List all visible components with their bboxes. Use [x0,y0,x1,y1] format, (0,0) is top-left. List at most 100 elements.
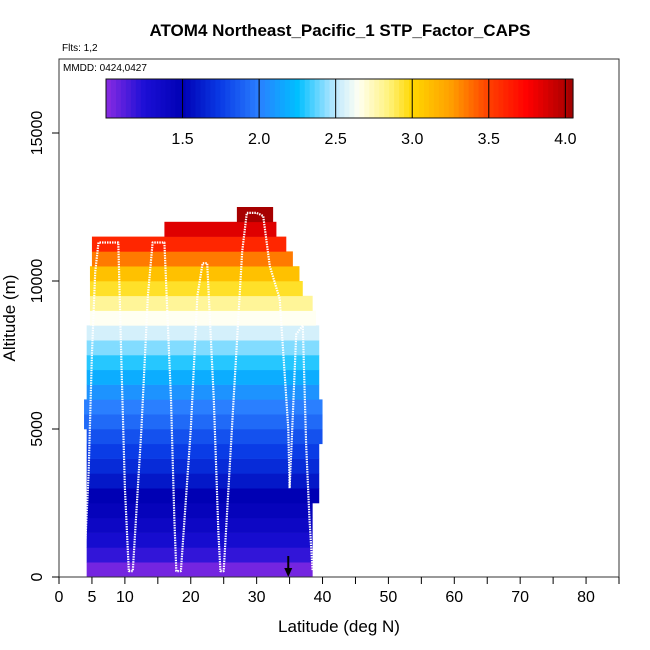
colorbar-segment [205,79,211,118]
data-layer-cell [86,429,323,445]
colorbar-segment [294,79,301,118]
data-layer-cell [86,325,320,341]
plot-frame [58,58,620,578]
data-layer-cell [84,399,323,415]
colorbar-segment [384,79,390,118]
x-tick-label: 80 [577,589,595,606]
colorbar-segment [255,79,261,118]
data-layer-cell [89,281,303,297]
colorbar-segment [250,79,256,118]
colorbar-segment [433,79,440,118]
colorbar-segment [120,79,127,118]
colorbar-segment [399,79,405,118]
colorbar-tick-label: 4.0 [554,131,576,148]
x-tick-label: 0 [55,589,64,606]
colorbar-segment [289,79,296,118]
colorbar-segment [533,79,539,118]
data-layer-cell [86,369,320,385]
y-tick-label: 15000 [29,111,46,156]
colorbar-segment [190,79,197,118]
colorbar-segment [468,79,475,118]
colorbar-segment [264,79,271,118]
colorbar-segment [513,79,519,118]
colorbar-segment [458,79,465,118]
colorbar-segment [548,79,554,118]
colorbar-segment [414,79,420,118]
colorbar-segment [448,79,455,118]
colorbar-segment [130,79,137,118]
colorbar-segment [379,79,385,118]
data-layer-cell [84,414,323,430]
colorbar-segment [443,79,450,118]
x-tick-label: 30 [248,589,266,606]
x-axis-label: Latitude (deg N) [278,617,400,636]
colorbar-segment [389,79,395,118]
colorbar-segment [150,79,157,118]
colorbar-segment [428,79,435,118]
colorbar-segment [528,79,534,118]
arrow-head [284,568,293,577]
colorbar-segment [145,79,152,118]
colorbar-tick-label: 3.5 [478,131,500,148]
colorbar-segment [235,79,241,118]
colorbar-segment [359,79,365,118]
colorbar-segment [553,79,559,118]
colorbar-segment [140,79,147,118]
colorbar-segment [299,79,306,118]
colorbar-segment [284,79,291,118]
colorbar-segment [309,79,316,118]
colorbar-segment [195,79,201,118]
colorbar-segment [354,79,360,118]
data-layer-cell [86,562,313,578]
colorbar-tick-label: 2.5 [325,131,347,148]
colorbar-segment [423,79,430,118]
colorbar-segment [478,79,485,118]
colorbar-ticks: 1.5 2.0 2.5 3.0 3.5 4.0 [171,79,577,148]
colorbar-segment [274,79,281,118]
colorbar-segment [538,79,544,118]
colorbar-segment [364,79,370,118]
colorbar-segment [240,79,246,118]
colorbar-segment [508,79,514,118]
colorbar-segment [339,79,346,118]
x-tick-label: 10 [116,589,134,606]
y-tick-label: 10000 [29,259,46,304]
data-layer-cell [91,236,287,252]
plot-area [82,207,323,578]
colorbar-segment [319,79,326,118]
data-layer-cell [236,207,274,223]
x-tick-label: 20 [182,589,200,606]
colorbar-segment [155,79,162,118]
date-label: MMDD: 0424,0427 [63,63,147,74]
data-layer-cell [86,355,320,371]
colorbar-segment [483,79,490,118]
colorbar-segment [503,79,510,118]
colorbar-segment [344,79,351,118]
colorbar-segment [180,79,187,118]
colorbar-segment [453,79,460,118]
data-layer-cell [86,547,313,563]
colorbar-segment [493,79,500,118]
data-layers [84,207,323,578]
y-tick-label: 0 [29,572,46,581]
data-layer-cell [89,295,313,311]
colorbar-segment [185,79,192,118]
colorbar-segment [523,79,529,118]
colorbar-segment [314,79,321,118]
colorbar-segment [438,79,445,118]
colorbar-segment [369,79,375,118]
x-tick-label: 50 [380,589,398,606]
colorbar-segment [324,79,331,118]
colorbar-segment [558,79,564,118]
colorbar-tick-label: 2.0 [248,131,270,148]
flight-track [82,211,314,573]
x-tick-label: 60 [445,589,463,606]
colorbar-segment [160,79,167,118]
colorbar-segment [200,79,206,118]
data-layer-cell [89,266,300,282]
colorbar-segment [568,79,574,118]
colorbar-segment [220,79,226,118]
colorbar-segment [175,79,182,118]
colorbar-segment [543,79,549,118]
